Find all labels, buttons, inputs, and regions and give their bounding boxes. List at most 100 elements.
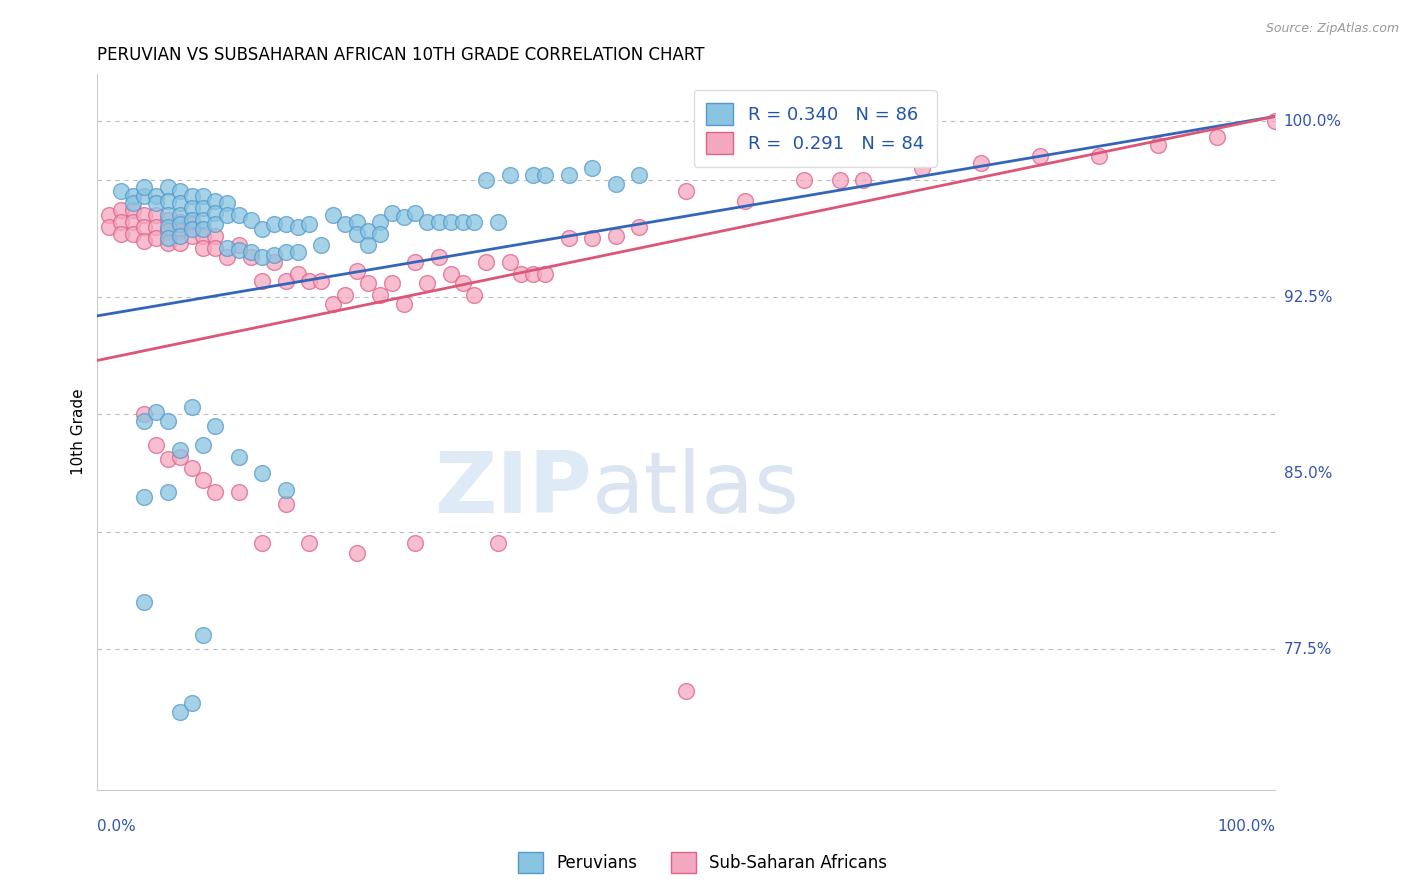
Point xyxy=(157,179,180,194)
Point xyxy=(440,215,463,229)
Legend: R = 0.340   N = 86, R =  0.291   N = 84: R = 0.340 N = 86, R = 0.291 N = 84 xyxy=(693,90,936,167)
Point xyxy=(169,706,191,720)
Point xyxy=(252,222,274,236)
Legend: Peruvians, Sub-Saharan Africans: Peruvians, Sub-Saharan Africans xyxy=(512,846,894,880)
Point xyxy=(522,168,544,182)
Point xyxy=(287,219,309,234)
Point xyxy=(852,172,875,186)
Point xyxy=(416,276,439,290)
Point xyxy=(110,215,132,229)
Point xyxy=(169,229,191,244)
Point xyxy=(204,419,226,434)
Point xyxy=(381,205,404,219)
Point xyxy=(180,696,202,710)
Point xyxy=(263,248,285,262)
Point xyxy=(486,215,509,229)
Text: 85.0%: 85.0% xyxy=(1284,466,1331,481)
Text: ZIP: ZIP xyxy=(434,448,592,531)
Point xyxy=(628,219,651,234)
Point xyxy=(134,189,156,203)
Point xyxy=(228,243,250,257)
Point xyxy=(121,215,143,229)
Point xyxy=(1146,137,1168,152)
Point xyxy=(381,276,404,290)
Point xyxy=(675,684,697,698)
Point xyxy=(605,178,627,192)
Point xyxy=(404,205,426,219)
Text: 100.0%: 100.0% xyxy=(1284,113,1341,128)
Point xyxy=(322,297,344,311)
Point xyxy=(180,229,202,244)
Point xyxy=(404,255,426,269)
Point xyxy=(346,227,368,241)
Point xyxy=(215,208,238,222)
Point xyxy=(239,250,262,264)
Point xyxy=(157,414,180,428)
Point xyxy=(581,161,603,175)
Point xyxy=(180,401,202,415)
Point xyxy=(110,227,132,241)
Point xyxy=(134,219,156,234)
Point xyxy=(215,250,238,264)
Point xyxy=(368,287,391,301)
Point xyxy=(793,172,815,186)
Point xyxy=(145,189,167,203)
Point xyxy=(368,227,391,241)
Point xyxy=(157,452,180,467)
Point xyxy=(157,208,180,222)
Text: 0.0%: 0.0% xyxy=(97,819,136,833)
Point xyxy=(1205,130,1227,145)
Point xyxy=(911,161,934,175)
Point xyxy=(169,185,191,199)
Point xyxy=(346,215,368,229)
Text: PERUVIAN VS SUBSAHARAN AFRICAN 10TH GRADE CORRELATION CHART: PERUVIAN VS SUBSAHARAN AFRICAN 10TH GRAD… xyxy=(97,46,704,64)
Text: Source: ZipAtlas.com: Source: ZipAtlas.com xyxy=(1265,22,1399,36)
Point xyxy=(1264,114,1286,128)
Point xyxy=(274,497,297,511)
Point xyxy=(157,224,180,238)
Point xyxy=(510,267,533,281)
Point xyxy=(1029,149,1052,163)
Point xyxy=(522,267,544,281)
Point xyxy=(970,156,993,170)
Point xyxy=(228,208,250,222)
Point xyxy=(1087,149,1109,163)
Point xyxy=(193,201,215,215)
Point xyxy=(169,224,191,238)
Point xyxy=(134,490,156,504)
Point xyxy=(628,168,651,182)
Point xyxy=(475,172,498,186)
Point xyxy=(463,215,485,229)
Point xyxy=(193,222,215,236)
Point xyxy=(287,267,309,281)
Point xyxy=(121,189,143,203)
Point xyxy=(357,276,380,290)
Point xyxy=(204,205,226,219)
Point xyxy=(145,405,167,419)
Point xyxy=(298,536,321,550)
Point xyxy=(534,168,557,182)
Point xyxy=(169,450,191,464)
Point xyxy=(169,208,191,222)
Point xyxy=(134,595,156,609)
Point xyxy=(193,438,215,452)
Point xyxy=(145,219,167,234)
Point xyxy=(534,267,557,281)
Point xyxy=(157,236,180,251)
Point xyxy=(451,276,474,290)
Point xyxy=(252,466,274,480)
Point xyxy=(734,194,756,208)
Point xyxy=(145,231,167,245)
Point xyxy=(193,189,215,203)
Point xyxy=(440,267,463,281)
Point xyxy=(121,203,143,218)
Point xyxy=(98,219,121,234)
Point xyxy=(204,484,226,499)
Point xyxy=(134,208,156,222)
Point xyxy=(180,212,202,227)
Point xyxy=(392,211,415,225)
Point xyxy=(357,238,380,252)
Point xyxy=(180,201,202,215)
Point xyxy=(298,217,321,231)
Point xyxy=(180,461,202,475)
